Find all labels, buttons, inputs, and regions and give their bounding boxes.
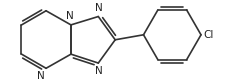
Text: N: N — [37, 71, 45, 81]
Text: N: N — [95, 3, 103, 13]
Text: N: N — [66, 11, 74, 21]
Text: N: N — [95, 66, 103, 76]
Text: Cl: Cl — [202, 30, 213, 40]
